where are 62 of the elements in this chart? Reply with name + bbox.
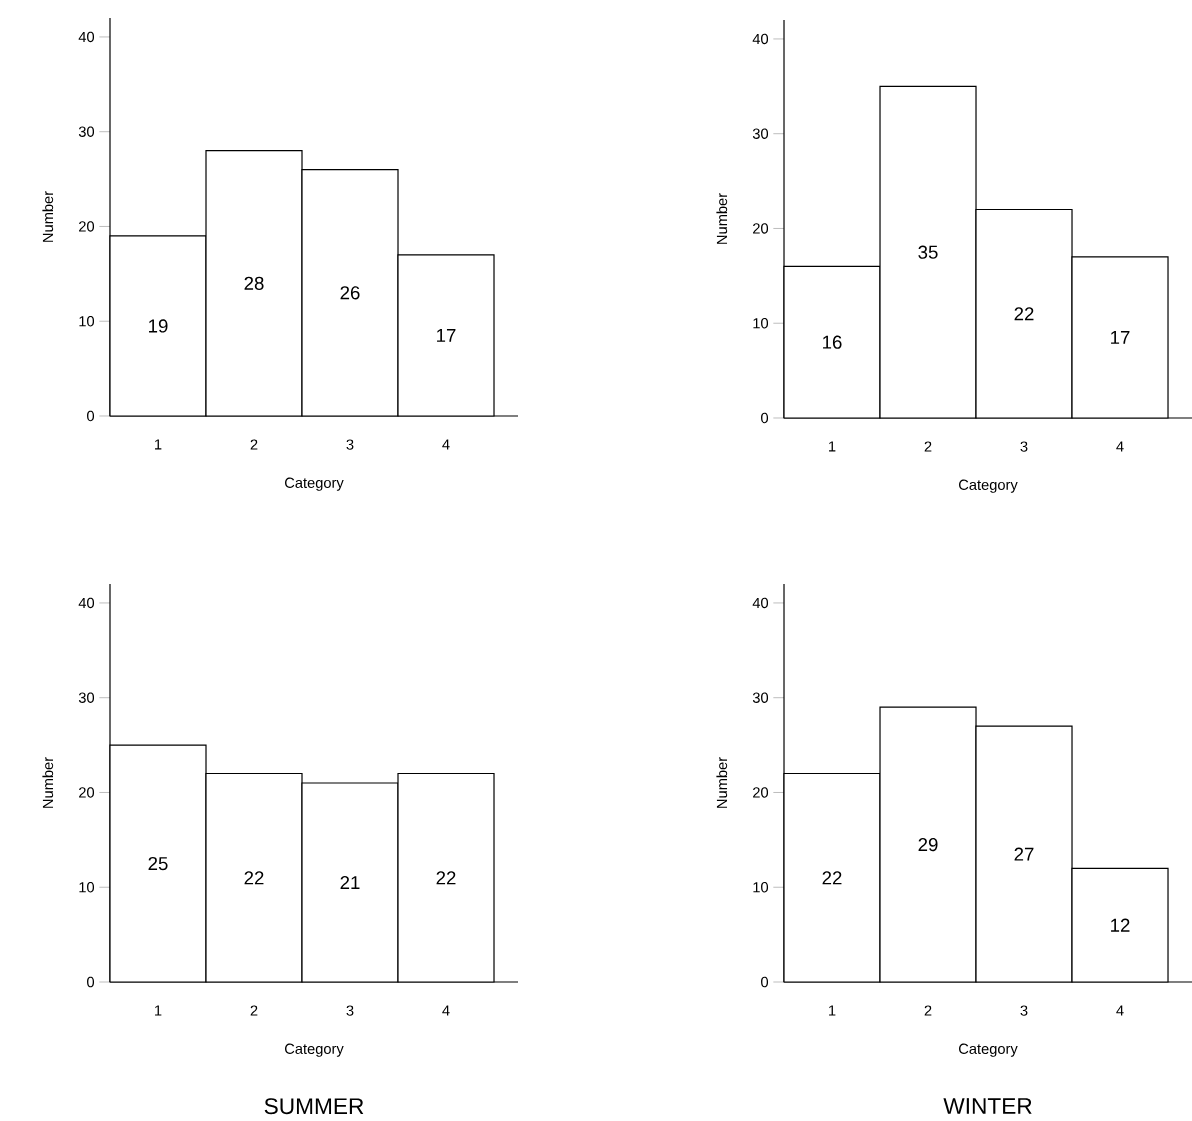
y-tick-label: 30	[78, 126, 95, 137]
data-label: 19	[149, 319, 168, 333]
y-tick-label: 20	[79, 787, 95, 798]
y-tick-label: 0	[87, 976, 95, 988]
y-tick-label: 40	[752, 597, 769, 609]
data-label: 22	[436, 871, 456, 885]
text: WINTER	[943, 1098, 1032, 1114]
y-axis-title: Number	[42, 191, 54, 242]
data-label: 12	[1111, 918, 1130, 932]
x-tick-label: 4	[1116, 1005, 1124, 1016]
data-label: 17	[1111, 331, 1130, 344]
x-tick-label: 1	[155, 439, 162, 450]
y-tick-label: 0	[761, 976, 769, 988]
y-tick-label: 10	[753, 318, 769, 329]
y-tick-label: 40	[78, 31, 95, 43]
x-axis-title: Category	[959, 479, 1018, 493]
x-tick-label: 1	[155, 1005, 162, 1016]
x-axis-title: Category	[285, 477, 344, 491]
x-tick-label: 2	[250, 439, 258, 450]
y-tick-label: 20	[753, 787, 769, 798]
x-tick-label: 2	[250, 1005, 258, 1016]
y-tick-label: 10	[79, 316, 95, 327]
x-tick-label: 1	[829, 1005, 836, 1016]
data-label: 25	[148, 856, 168, 871]
data-label: 29	[918, 837, 938, 852]
x-tick-label: 2	[924, 441, 932, 452]
y-tick-label: 10	[753, 882, 769, 893]
y-tick-label: 0	[87, 410, 95, 422]
data-label: 22	[1014, 307, 1034, 321]
data-label: 22	[822, 871, 842, 885]
data-label: 26	[340, 286, 360, 300]
x-tick-label: 4	[1116, 441, 1124, 452]
x-tick-label: 3	[1020, 1005, 1028, 1016]
data-label: 21	[340, 875, 360, 890]
text: SUMMER	[264, 1098, 364, 1115]
x-axis-title: Category	[959, 1043, 1018, 1057]
x-tick-label: 4	[442, 439, 450, 450]
y-tick-label: 20	[79, 221, 95, 232]
y-axis-title: Number	[716, 757, 728, 808]
x-tick-label: 3	[346, 1005, 354, 1016]
data-label: 27	[1014, 847, 1034, 861]
x-tick-label: 2	[924, 1005, 932, 1016]
y-tick-label: 30	[752, 692, 769, 703]
y-tick-label: 30	[78, 692, 95, 703]
x-axis-title: Category	[285, 1043, 344, 1057]
y-tick-label: 20	[753, 223, 769, 234]
x-tick-label: 3	[346, 439, 354, 450]
data-label: 22	[244, 871, 264, 885]
y-tick-label: 10	[79, 882, 95, 893]
y-axis-title: Number	[716, 193, 728, 244]
y-tick-label: 40	[78, 597, 95, 609]
data-label: 17	[437, 329, 456, 342]
data-label: 16	[823, 335, 842, 349]
x-tick-label: 1	[829, 441, 836, 452]
y-tick-label: 0	[761, 412, 769, 424]
y-tick-label: 30	[752, 128, 769, 139]
data-label: 28	[244, 276, 264, 290]
data-label: 35	[918, 245, 938, 259]
y-tick-label: 40	[752, 33, 769, 45]
y-axis-title: Number	[42, 757, 54, 808]
x-tick-label: 3	[1020, 441, 1028, 452]
x-tick-label: 4	[442, 1005, 450, 1016]
